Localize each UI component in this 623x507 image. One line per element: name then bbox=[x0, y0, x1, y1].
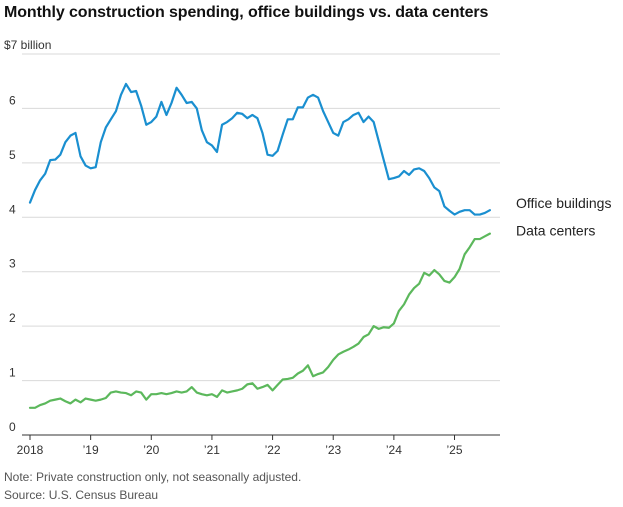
y-tick-label: 0 bbox=[9, 420, 16, 434]
y-tick-label: 5 bbox=[9, 148, 16, 162]
x-tick-label: ’25 bbox=[447, 443, 463, 457]
chart-note: Note: Private construction only, not sea… bbox=[4, 470, 302, 484]
chart-source: Source: U.S. Census Bureau bbox=[4, 488, 159, 502]
y-tick-labels: 0 1 2 3 4 5 6 bbox=[9, 93, 16, 434]
series-label-data-centers: Data centers bbox=[516, 223, 595, 239]
x-tick-label: ’21 bbox=[204, 443, 220, 457]
x-tick-label: ’20 bbox=[143, 443, 159, 457]
x-tick-label: ’24 bbox=[386, 443, 402, 457]
series-line-office-buildings bbox=[28, 82, 491, 216]
x-tick-label: ’19 bbox=[83, 443, 99, 457]
x-tick-label: ’22 bbox=[265, 443, 281, 457]
y-tick-label: 1 bbox=[9, 366, 16, 380]
y-tick-label: 3 bbox=[9, 257, 16, 271]
y-axis-unit-label: $7 billion bbox=[4, 38, 52, 52]
y-tick-label: 2 bbox=[9, 311, 16, 325]
y-tick-label: 6 bbox=[9, 93, 16, 107]
line-chart: 0 1 2 3 4 5 6 2018 ’19 ’20 ’21 ’22 ’23 ’24 ’25 Office… bbox=[9, 53, 611, 457]
series-lines bbox=[28, 82, 491, 409]
y-tick-label: 4 bbox=[9, 202, 16, 216]
series-label-office-buildings: Office buildings bbox=[516, 195, 611, 211]
x-tick-label: ’23 bbox=[325, 443, 341, 457]
chart-title: Monthly construction spending, office bu… bbox=[4, 4, 489, 21]
series-line-data-centers bbox=[28, 232, 491, 409]
x-axis: 2018 ’19 ’20 ’21 ’22 ’23 ’24 ’25 bbox=[17, 434, 500, 457]
gridlines bbox=[22, 53, 500, 382]
x-tick-label: 2018 bbox=[17, 443, 44, 457]
series-labels: Office buildings Data centers bbox=[516, 195, 611, 238]
